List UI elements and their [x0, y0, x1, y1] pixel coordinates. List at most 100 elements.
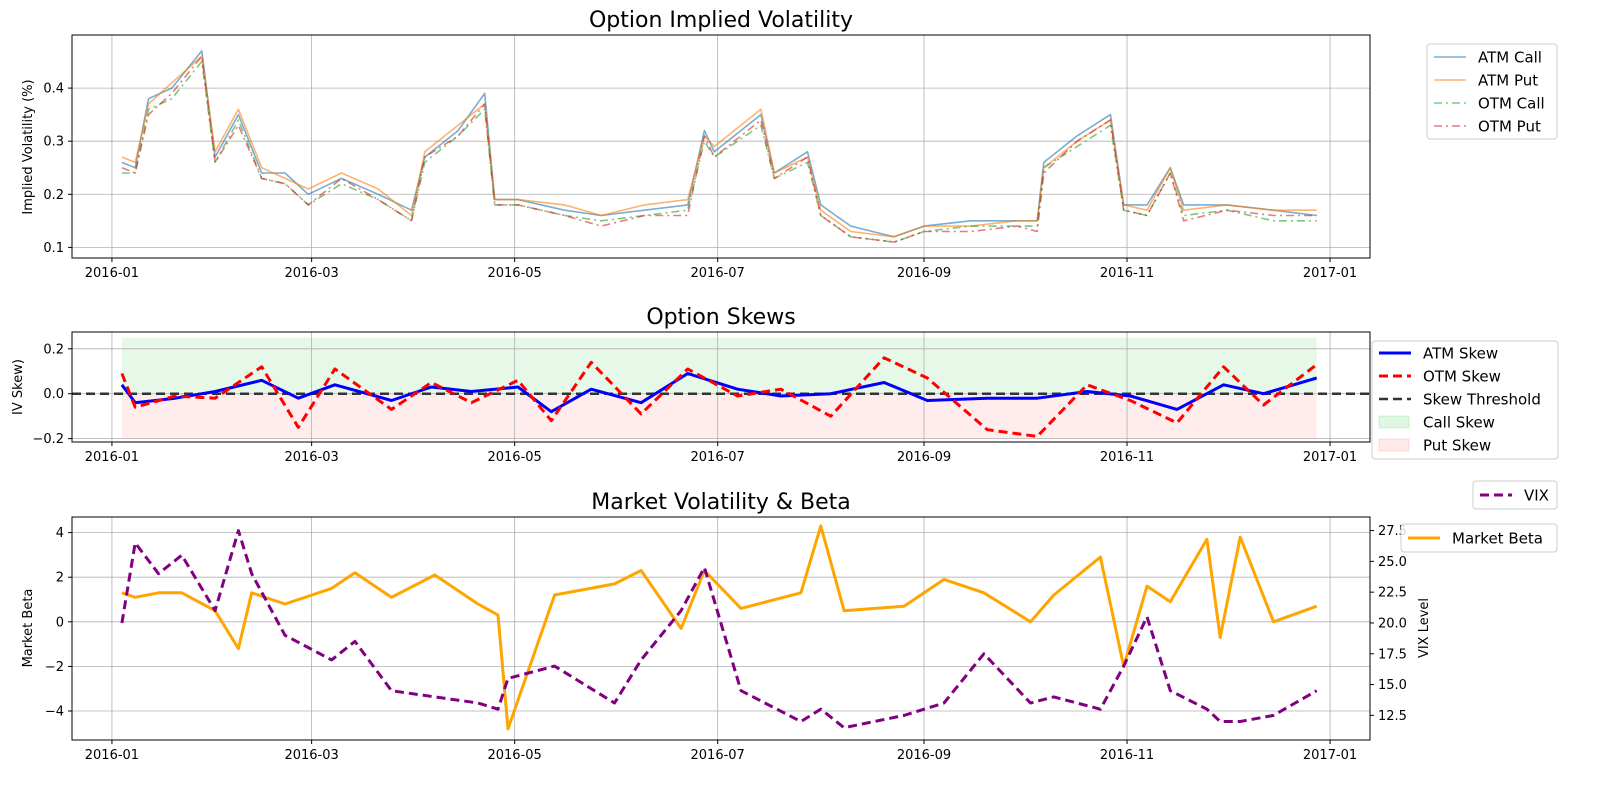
- iv-y-axis-label: Implied Volatility (%): [21, 79, 36, 214]
- legend-label: Market Beta: [1452, 530, 1543, 548]
- legend-label: ATM Call: [1478, 49, 1542, 67]
- y-tick-label: 0.2: [43, 342, 64, 357]
- y-tick-label: 0: [56, 615, 64, 630]
- series-line-otm-skew: [120, 356, 1318, 438]
- iv-legend-items: ATM Call ATM Put OTM Call OTM Put: [1434, 49, 1545, 136]
- y-tick-label: 0.0: [43, 387, 64, 402]
- market-x-ticks: 2016-01 2016-03 2016-05 2016-07 2016-09 2016-…: [85, 740, 1357, 763]
- skew-legend-items: ATM Skew OTM Skew Skew Threshold Call Skew P…: [1378, 345, 1541, 455]
- beta-legend-items: Market Beta: [1408, 530, 1543, 548]
- skew-series-layer: [120, 356, 1318, 438]
- right-y-tick-label: 27.5: [1378, 524, 1407, 539]
- market-right-y-axis-label: VIX Level: [1417, 598, 1432, 658]
- x-tick-label: 2016-11: [1100, 450, 1154, 465]
- market-plot-frame: [71, 516, 1371, 741]
- shaded-region-1: [121, 393, 1317, 439]
- x-tick-label: 2016-11: [1100, 748, 1154, 763]
- iv-x-grid: [111, 35, 1331, 258]
- legend-swatch: [1378, 415, 1410, 429]
- x-tick-label: 2016-05: [487, 748, 541, 763]
- right-y-tick-label: 22.5: [1378, 586, 1407, 601]
- beta-legend: Market Beta: [1400, 523, 1558, 553]
- right-y-tick-label: 12.5: [1378, 709, 1407, 724]
- skew-x-grid: [111, 332, 1331, 442]
- x-tick-label: 2016-01: [85, 266, 139, 281]
- market-right-y-ticks: 12.5 15.0 17.5 20.0 22.5 25.0 27.5: [1370, 524, 1407, 724]
- iv-plot-frame: [71, 34, 1371, 259]
- iv-legend-box: [1426, 43, 1558, 140]
- series-line-vix: [120, 529, 1318, 730]
- vix-legend: VIX: [1472, 480, 1558, 510]
- market-y-ticks: −4 −2 0 2 4: [45, 526, 72, 720]
- x-tick-label: 2016-09: [897, 748, 951, 763]
- x-tick-label: 2016-01: [85, 748, 139, 763]
- legend-label: OTM Put: [1478, 118, 1541, 136]
- legend-label: ATM Skew: [1423, 345, 1498, 363]
- y-tick-label: −4: [45, 705, 64, 720]
- y-tick-label: 0.1: [43, 241, 64, 256]
- legend-label: Call Skew: [1423, 414, 1495, 432]
- skew-y-ticks: −0.2 0.0 0.2: [32, 342, 72, 447]
- x-tick-label: 2016-01: [85, 450, 139, 465]
- right-y-tick-label: 15.0: [1378, 678, 1407, 693]
- skew-legend-box: [1371, 340, 1559, 460]
- series-line-market-beta: [121, 524, 1318, 731]
- market-panel: Market Volatility & Beta 2016-01 2016-03 2…: [21, 480, 1558, 763]
- series-line-otm-put: [121, 55, 1317, 243]
- market-y-axis-label: Market Beta: [21, 589, 36, 668]
- legend-label: VIX: [1524, 487, 1549, 505]
- vix-legend-box: [1472, 480, 1558, 510]
- x-tick-label: 2016-11: [1100, 266, 1154, 281]
- x-tick-label: 2017-01: [1303, 450, 1357, 465]
- skew-y-axis-label: IV Skew): [11, 359, 26, 415]
- iv-x-ticks: 2016-01 2016-03 2016-05 2016-07 2016-09 2016-…: [85, 258, 1357, 281]
- legend-label: Skew Threshold: [1423, 391, 1541, 409]
- iv-y-ticks: 0.1 0.2 0.3 0.4: [43, 82, 72, 256]
- y-tick-label: −2: [45, 660, 64, 675]
- market-y-grid: [72, 532, 1370, 712]
- x-tick-label: 2016-05: [487, 266, 541, 281]
- legend-label: Put Skew: [1423, 437, 1491, 455]
- iv-panel: Option Implied Volatility 2016-01 2016-03…: [21, 8, 1558, 281]
- iv-legend: ATM Call ATM Put OTM Call OTM Put: [1426, 43, 1558, 140]
- legend-swatch: [1378, 438, 1410, 452]
- x-tick-label: 2016-03: [284, 450, 338, 465]
- x-tick-label: 2016-07: [691, 450, 745, 465]
- right-y-tick-label: 25.0: [1378, 555, 1407, 570]
- skew-shaded-regions: [121, 337, 1317, 439]
- shaded-region-0: [121, 337, 1317, 394]
- right-y-tick-label: 20.0: [1378, 616, 1407, 631]
- x-tick-label: 2016-07: [691, 266, 745, 281]
- legend-label: OTM Skew: [1423, 368, 1501, 386]
- legend-label: OTM Call: [1478, 95, 1545, 113]
- x-tick-label: 2017-01: [1303, 748, 1357, 763]
- y-tick-label: 2: [56, 571, 64, 586]
- y-tick-label: 0.2: [43, 188, 64, 203]
- x-tick-label: 2017-01: [1303, 266, 1357, 281]
- legend-label: ATM Put: [1478, 72, 1538, 90]
- iv-series-layer: [121, 50, 1317, 243]
- x-tick-label: 2016-05: [487, 450, 541, 465]
- y-tick-label: −0.2: [32, 432, 64, 447]
- x-tick-label: 2016-03: [284, 266, 338, 281]
- skew-panel: Option Skews 2016-01 2016-03 2016-05 2016-0…: [11, 305, 1559, 465]
- y-tick-label: 4: [56, 526, 64, 541]
- market-x-grid: [111, 517, 1331, 740]
- skew-x-ticks: 2016-01 2016-03 2016-05 2016-07 2016-09 2016-…: [85, 442, 1357, 465]
- y-tick-label: 0.3: [43, 135, 64, 150]
- skew-title: Option Skews: [646, 305, 795, 330]
- skew-plot-frame: [71, 331, 1371, 443]
- x-tick-label: 2016-09: [897, 266, 951, 281]
- right-y-tick-label: 17.5: [1378, 647, 1407, 662]
- skew-legend: ATM Skew OTM Skew Skew Threshold Call Skew P…: [1371, 340, 1559, 460]
- beta-legend-box: [1400, 523, 1558, 553]
- vix-legend-items: VIX: [1480, 487, 1549, 505]
- x-tick-label: 2016-09: [897, 450, 951, 465]
- market-series-layer: [120, 524, 1318, 731]
- x-tick-label: 2016-03: [284, 748, 338, 763]
- y-tick-label: 0.4: [43, 82, 64, 97]
- market-title: Market Volatility & Beta: [591, 490, 851, 515]
- iv-title: Option Implied Volatility: [589, 8, 853, 33]
- x-tick-label: 2016-07: [691, 748, 745, 763]
